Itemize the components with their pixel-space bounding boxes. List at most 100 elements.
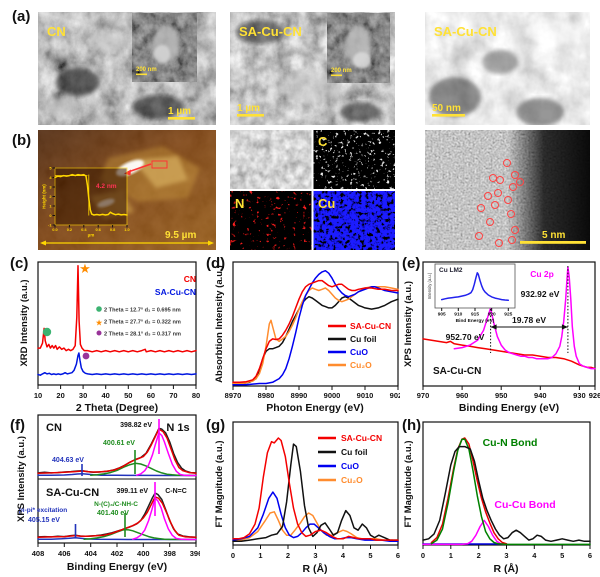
xanes-sacucn	[232, 279, 399, 384]
cun-component	[430, 438, 591, 546]
legend-marker-text-3: 2 Theta = 28.1° d₃ = 0.317 nm	[104, 332, 181, 338]
sample-label: SA-Cu-CN	[46, 487, 99, 499]
cun-bond-label: Cu-N Bond	[483, 437, 538, 449]
scalebar	[432, 114, 465, 117]
height-annotation: 4.2 nm	[96, 183, 117, 190]
xtick: 70	[169, 391, 177, 400]
xtick: 2	[286, 551, 290, 560]
inset-ytick: 5	[49, 166, 52, 171]
panel-f-xps-n1s: (f) CN 398.82 eV N 1s 400.61 eV 404.63 e…	[10, 414, 200, 573]
xtick: 6	[396, 551, 400, 560]
inset-ytick: 3	[49, 185, 52, 190]
background-curve	[37, 537, 197, 541]
inset-xtick: 915	[471, 312, 479, 318]
xtick: 404	[84, 549, 97, 558]
xtick: 6	[588, 551, 592, 560]
x-axis-label: Photon Energy (eV)	[266, 402, 363, 414]
inset-y-ticks	[52, 167, 55, 226]
legend-label: CuO	[350, 347, 368, 357]
xtick: 1	[449, 551, 453, 560]
xtick: 402	[111, 549, 124, 558]
cu2p-fit	[453, 266, 596, 370]
legend-cn: CN	[184, 274, 196, 284]
xtick: 50	[124, 391, 132, 400]
panel-letter-d: (d)	[206, 255, 225, 272]
region-title: Cu 2p	[530, 269, 554, 279]
scalebar	[237, 114, 264, 117]
xtick: 8990	[291, 391, 308, 400]
panel-letter-e: (e)	[402, 255, 420, 272]
xtick: 926	[589, 391, 600, 400]
x-axis-label: Binding Energy (eV)	[67, 561, 167, 573]
xtick: 20	[56, 391, 64, 400]
sem-texture-blobs	[236, 20, 380, 122]
x-axis-label: R (Å)	[493, 562, 518, 575]
inset-ytick: 4	[49, 175, 52, 180]
legend-green-circle	[96, 306, 102, 312]
single-atom-circles	[475, 159, 524, 247]
height-profile-curve	[54, 173, 128, 216]
exp-curve	[422, 445, 591, 543]
xtick: 60	[147, 391, 155, 400]
peak3-label: 404.63 eV	[52, 457, 84, 464]
inset-xtick: 925	[504, 312, 512, 318]
xtick: 960	[456, 391, 469, 400]
scalebar-label: 1 µm	[237, 103, 260, 114]
background-curve	[37, 473, 197, 477]
xtick: 5	[368, 551, 372, 560]
cucu-bond-label: Cu-Cu Bond	[494, 499, 555, 511]
panel-letter-c: (c)	[10, 255, 28, 272]
inset-frame	[54, 167, 128, 226]
inset-ytick: 2	[49, 194, 52, 199]
eds-stem-image	[230, 130, 312, 189]
legend-label: CuO	[341, 461, 359, 471]
region-label: N 1s	[166, 422, 189, 434]
scalebar-label: 5 nm	[542, 230, 565, 241]
inset-title: Cu LM2	[439, 267, 463, 274]
auger-inset: Cu LM2 905 910 915 920 925 Bind Energy (…	[427, 263, 516, 324]
inset-scalebar-label: 200 nm	[136, 67, 157, 73]
xtick: 30	[79, 391, 87, 400]
inset-x-ticks	[441, 308, 509, 311]
xtick: 3	[313, 551, 317, 560]
inset-xtick: 0.4	[81, 227, 87, 232]
xtick: 970	[417, 391, 430, 400]
panel-d-xanes: (d) SA-Cu-CN Cu foil CuO Cu₂O 8970 8980 …	[206, 255, 400, 414]
peak2-label: 401.40 eV	[97, 510, 129, 517]
xtick: 940	[534, 391, 547, 400]
inset-xlabel: Bind Energy (eV)	[456, 318, 495, 324]
legend-label: Cu₂O	[350, 360, 372, 370]
afm-image: 5 4 3 2 1 0 -1 0.0 0.2 0.4 0.6 0.8 1.0 µ…	[38, 130, 216, 250]
magenta-component	[136, 432, 197, 477]
legend-purple-circle	[96, 330, 102, 336]
sem-label: CN	[47, 24, 66, 39]
assign1-label: C-N=C	[165, 488, 187, 495]
xtick: 2	[477, 551, 481, 560]
xtick: 10	[34, 391, 42, 400]
x-ticks	[422, 386, 596, 390]
xtick: 3	[504, 551, 508, 560]
eds-map-nitrogen	[230, 191, 312, 250]
panel-h-exafs-fit: (h) Cu-N Bond Cu-Cu Bond 0 1 2 3 4 5 6 R…	[402, 417, 592, 575]
sem-label: SA-Cu-CN	[239, 24, 302, 39]
auger-curve	[440, 272, 510, 302]
scalebar-label: 50 nm	[432, 103, 461, 114]
splitting-arrow	[490, 324, 568, 330]
panel-e-xps-cu2p: (e) 19.78 eV 932.92 eV 952.70 eV Cu 2p S…	[402, 255, 600, 414]
legend-label: Cu₂O	[341, 475, 363, 485]
exafs-cufoil	[232, 443, 399, 543]
inset-x-ticks	[54, 225, 128, 228]
green-component	[83, 528, 197, 541]
inset-xtick: 920	[488, 312, 496, 318]
x-ticks	[232, 545, 399, 549]
peak2-label: 952.70 eV	[446, 332, 485, 342]
scalebar-label: 1 µm	[168, 106, 191, 117]
x-ticks	[37, 385, 197, 389]
xtick: 950	[495, 391, 508, 400]
splitting-label: 19.78 eV	[512, 315, 546, 325]
legend-label: Cu foil	[350, 334, 376, 344]
xrd-curve-sacucn	[37, 352, 197, 376]
inset-scalebar	[136, 73, 147, 76]
legend-marker-text-2: 2 Theta = 27.7° d₂ = 0.322 nm	[104, 320, 181, 326]
